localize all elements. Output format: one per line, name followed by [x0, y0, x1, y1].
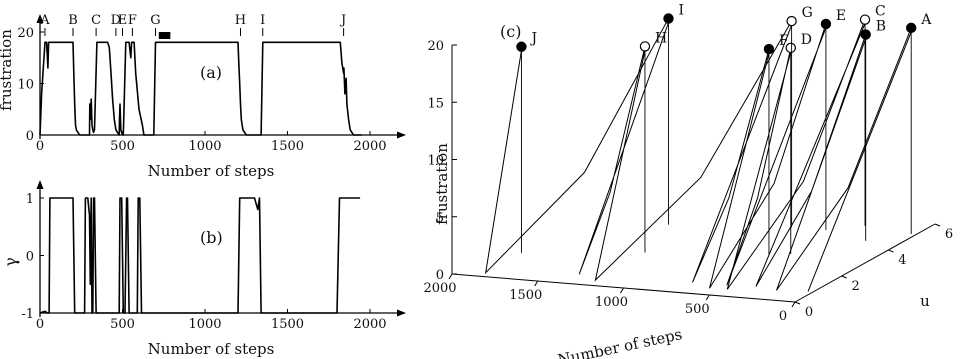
y-tick-label: 0: [26, 250, 34, 265]
x-axis-arrow: [397, 309, 406, 317]
event-label: E: [118, 13, 128, 28]
point-label: D: [801, 32, 812, 48]
x-tick-label: 1500: [271, 139, 304, 154]
steps-tick-label: 500: [685, 302, 710, 317]
y-tick-label: 10: [17, 78, 34, 93]
y-tick-label: 20: [17, 26, 34, 41]
point-label: H: [655, 30, 667, 46]
panel-b: (b) γ Number of steps 0 500 1000 1500 2000 -1…: [1, 180, 406, 358]
event-label: J: [339, 13, 346, 28]
y-axis-arrow: [36, 14, 44, 23]
point-label: I: [678, 3, 684, 19]
panel-b-xlabel: Number of steps: [148, 340, 275, 358]
open-marker: [639, 41, 651, 52]
x-tick-label: 2000: [353, 317, 386, 332]
x-tick-label: 2000: [353, 139, 386, 154]
steps-tick-label: 1500: [509, 288, 542, 303]
x-tick-label: 500: [110, 139, 135, 154]
x-tick-label: 0: [36, 317, 44, 332]
panel-b-label: (b): [200, 228, 223, 247]
filled-marker: [663, 13, 674, 24]
u-tick-label: 0: [805, 305, 813, 320]
x-tick-label: 0: [36, 139, 44, 154]
z-tick-label: 10: [427, 154, 444, 169]
filled-marker: [763, 43, 775, 55]
z-tick-label: 5: [436, 211, 444, 226]
y-tick-label: -1: [21, 307, 34, 322]
event-label: H: [235, 13, 246, 28]
event-label: D: [111, 13, 121, 28]
y-axis-arrow: [36, 180, 44, 189]
z-tick-label: 20: [427, 39, 444, 54]
dense-cluster-g: [158, 32, 171, 39]
x-tick-label: 1000: [188, 317, 221, 332]
panel-a-xlabel: Number of steps: [148, 162, 275, 180]
event-label: A: [39, 13, 50, 28]
x-axis-arrow: [397, 131, 406, 139]
event-label: I: [260, 13, 265, 28]
steps-tick: [705, 294, 710, 301]
z-tick-label: 15: [427, 96, 444, 111]
event-label: C: [91, 13, 101, 28]
steps-tick-label: 2000: [423, 281, 456, 296]
trajectory-line: [484, 18, 912, 292]
steps-tick: [791, 301, 796, 308]
u-tick-label: 2: [852, 279, 860, 294]
point-label: G: [802, 5, 813, 21]
event-label: G: [150, 13, 160, 28]
panel-c-label: (c): [500, 22, 521, 41]
z-tick-label: 0: [436, 268, 444, 283]
filled-marker: [860, 29, 871, 40]
u-tick: [888, 249, 894, 253]
point-label: E: [836, 8, 846, 24]
steps-tick: [620, 287, 624, 294]
u-tick: [934, 223, 941, 227]
panel-a: (a) frustration Number of steps 0 500 1000…: [0, 13, 406, 180]
x-tick-label: 1500: [271, 317, 304, 332]
steps-tick: [534, 280, 539, 287]
filled-marker: [820, 18, 832, 30]
u-tick: [794, 301, 801, 305]
series-line: [39, 197, 361, 314]
series-line: [39, 41, 362, 136]
u-tick-label: 6: [945, 227, 953, 242]
panel-c: (c) frustration Number of steps u 0 5 10 15…: [423, 3, 953, 359]
x-tick-label: 1000: [188, 139, 221, 154]
panel-c-zlabel: frustration: [433, 143, 451, 225]
y-tick-label: 1: [26, 192, 34, 207]
u-tick: [841, 275, 847, 279]
point-label: C: [875, 4, 886, 20]
steps-tick: [448, 273, 453, 280]
filled-marker: [516, 41, 527, 52]
panel-a-ylabel: frustration: [0, 29, 15, 111]
steps-tick-label: 1000: [595, 295, 628, 310]
point-label: F: [779, 33, 789, 49]
point-label: B: [876, 19, 886, 35]
filled-marker: [905, 22, 917, 34]
point-label: J: [529, 31, 537, 47]
u-tick-label: 4: [898, 253, 906, 268]
point-label: A: [920, 12, 932, 28]
panel-b-ylabel: γ: [1, 257, 20, 267]
open-marker: [859, 14, 871, 25]
panel-c-xlabel: Number of steps: [556, 325, 684, 359]
panel-a-label: (a): [200, 63, 222, 82]
panel-c-ylabel: u: [920, 292, 930, 310]
event-label: F: [128, 13, 137, 28]
u-axis: [794, 223, 936, 303]
event-label: B: [68, 13, 78, 28]
x-tick-label: 500: [110, 317, 135, 332]
open-marker: [785, 42, 796, 54]
y-tick-label: 0: [26, 129, 34, 144]
steps-tick-label: 0: [779, 309, 787, 324]
open-marker: [786, 15, 797, 27]
